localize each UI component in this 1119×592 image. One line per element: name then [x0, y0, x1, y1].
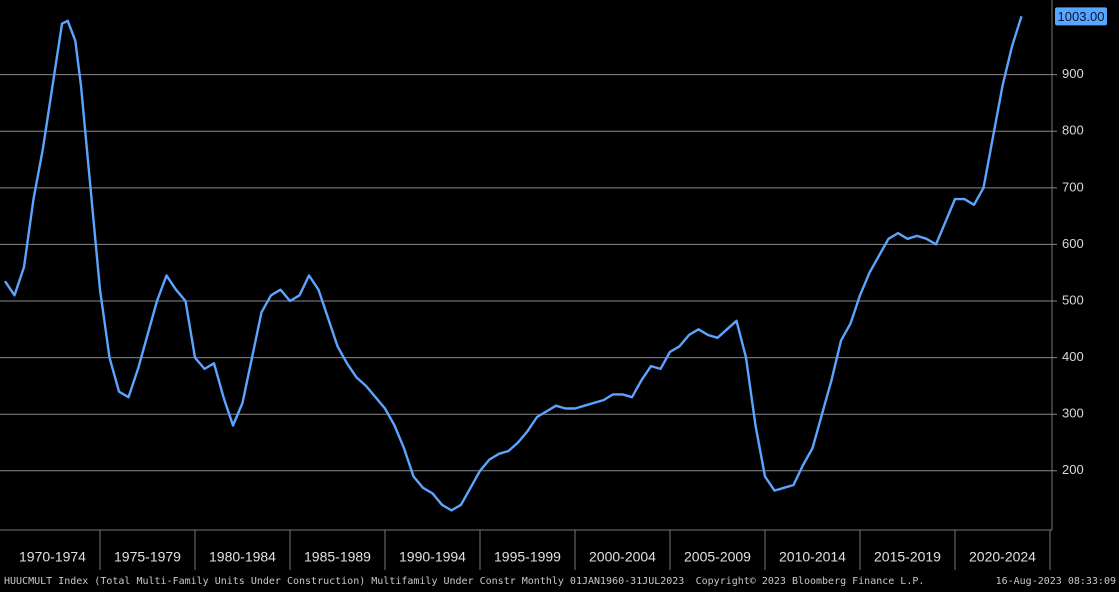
x-tick-label: 1980-1984	[209, 549, 276, 565]
y-tick-label: 600	[1062, 236, 1084, 251]
x-tick-label: 1975-1979	[114, 549, 181, 565]
y-tick-label: 500	[1062, 292, 1084, 307]
x-tick-label: 2010-2014	[779, 549, 846, 565]
x-tick-label: 2020-2024	[969, 549, 1036, 565]
footer-right: 16-Aug-2023 08:33:09	[996, 576, 1116, 587]
y-tick-label: 900	[1062, 66, 1084, 81]
y-tick-label: 700	[1062, 179, 1084, 194]
x-tick-label: 1995-1999	[494, 549, 561, 565]
x-tick-label: 2005-2009	[684, 549, 751, 565]
y-tick-label: 300	[1062, 406, 1084, 421]
footer-center: Copyright© 2023 Bloomberg Finance L.P.	[696, 576, 925, 587]
x-tick-label: 2015-2019	[874, 549, 941, 565]
last-value-label: 1003.00	[1058, 9, 1105, 24]
last-value-badge	[1055, 7, 1107, 26]
footer-left: HUUCMULT Index (Total Multi-Family Units…	[4, 576, 684, 587]
data-line	[4, 15, 1023, 512]
x-tick-label: 2000-2004	[589, 549, 656, 565]
y-tick-label: 800	[1062, 123, 1084, 138]
y-tick-label: 200	[1062, 462, 1084, 477]
x-tick-label: 1985-1989	[304, 549, 371, 565]
x-tick-label: 1970-1974	[19, 549, 86, 565]
x-tick-label: 1990-1994	[399, 549, 466, 565]
y-tick-label: 400	[1062, 349, 1084, 364]
